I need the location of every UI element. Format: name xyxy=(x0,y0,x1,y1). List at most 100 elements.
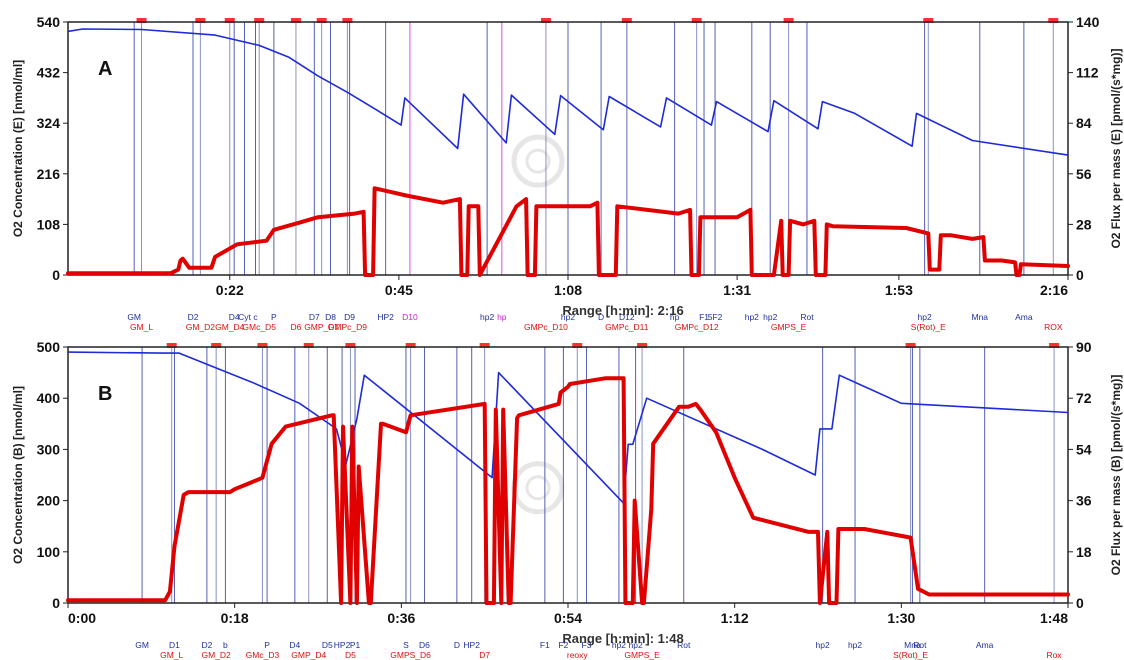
event-label: S xyxy=(403,640,409,650)
x-tick-label: 0:54 xyxy=(554,610,582,626)
plot-area xyxy=(68,347,1068,603)
event-label: D2 xyxy=(201,640,212,650)
event-label: P xyxy=(264,640,270,650)
event-marker-red xyxy=(136,18,147,23)
event-label: D7 xyxy=(479,650,490,660)
left-tick-label: 0 xyxy=(52,595,60,611)
event-marker-red xyxy=(316,18,327,23)
event-label: GM_L xyxy=(130,322,153,332)
event-marker-red xyxy=(691,18,702,23)
left-tick-label: 500 xyxy=(37,339,61,355)
event-label: GM xyxy=(127,312,141,322)
event-label: D5 xyxy=(322,640,333,650)
left-tick-label: 540 xyxy=(37,14,61,30)
left-tick-label: 200 xyxy=(37,493,61,509)
range-label: Range [h:min]: 2:16 xyxy=(562,303,683,318)
left-tick-label: 100 xyxy=(37,544,61,560)
event-label: F2 xyxy=(558,640,568,650)
x-tick-label: 1:53 xyxy=(885,282,913,298)
event-label: hp2 xyxy=(918,312,932,322)
event-marker-red xyxy=(1048,18,1059,23)
event-label: D4 xyxy=(229,312,240,322)
event-label: hp2 xyxy=(763,312,777,322)
event-marker-red xyxy=(1049,343,1060,348)
event-label: GM_D2 xyxy=(201,650,231,660)
panel-label: B xyxy=(98,383,112,405)
event-label: 5F2 xyxy=(708,312,723,322)
event-marker-red xyxy=(166,343,177,348)
event-label: D2 xyxy=(188,312,199,322)
event-marker-red xyxy=(621,18,632,23)
event-marker-red xyxy=(342,18,353,23)
event-label: P1 xyxy=(350,640,361,650)
left-tick-label: 108 xyxy=(37,216,61,232)
left-tick-label: 432 xyxy=(37,65,61,81)
x-tick-label: 0:00 xyxy=(68,610,96,626)
right-tick-label: 84 xyxy=(1076,115,1092,131)
left-tick-label: 300 xyxy=(37,441,61,457)
right-tick-label: 54 xyxy=(1076,441,1092,457)
event-label: hp xyxy=(670,312,680,322)
event-marker-red xyxy=(345,343,356,348)
event-label: b xyxy=(223,640,228,650)
event-label: hp2 xyxy=(816,640,830,650)
event-label: GMPc_D10 xyxy=(524,322,568,332)
left-tick-label: 216 xyxy=(37,166,61,182)
event-label: GM_D2 xyxy=(186,322,216,332)
event-label: GMPS_E xyxy=(624,650,660,660)
event-label: F3 xyxy=(582,640,592,650)
event-label: GMc_D5 xyxy=(242,322,276,332)
event-label: GMP_D7 xyxy=(304,322,339,332)
event-label: Ama xyxy=(1015,312,1033,322)
event-marker-red xyxy=(479,343,490,348)
event-label: D1 xyxy=(169,640,180,650)
event-label: D xyxy=(454,640,460,650)
event-marker-red xyxy=(572,343,583,348)
event-label: D8 xyxy=(325,312,336,322)
event-marker-red xyxy=(290,18,301,23)
event-label: HP2 xyxy=(463,640,480,650)
x-tick-label: 1:31 xyxy=(723,282,751,298)
event-label: D7 xyxy=(309,312,320,322)
x-tick-label: 1:12 xyxy=(721,610,749,626)
x-tick-label: 1:48 xyxy=(1040,610,1068,626)
event-marker-red xyxy=(783,18,794,23)
event-label: F1 xyxy=(699,312,709,322)
event-label: GMPc_D12 xyxy=(675,322,719,332)
event-label: D5 xyxy=(345,650,356,660)
event-label: Rot xyxy=(800,312,814,322)
event-label: ROX xyxy=(1044,322,1063,332)
y-axis-label-left: O2 Concentration (B) [nmol/ml] xyxy=(11,386,25,564)
event-marker-red xyxy=(905,343,916,348)
event-marker-red xyxy=(224,18,235,23)
event-label: GMPc_D11 xyxy=(605,322,649,332)
event-marker-red xyxy=(195,18,206,23)
series-o2-flux xyxy=(66,186,1070,277)
event-label: hp xyxy=(497,312,507,322)
left-tick-label: 0 xyxy=(52,267,60,283)
event-label: GMPS_E xyxy=(771,322,807,332)
panel-label: A xyxy=(98,58,112,80)
event-label: GMPc_D9 xyxy=(328,322,367,332)
x-tick-label: 0:36 xyxy=(387,610,415,626)
event-marker-red xyxy=(405,343,416,348)
event-label: Cyt xyxy=(238,312,251,322)
event-label: hp2 xyxy=(848,640,862,650)
event-label: D4 xyxy=(289,640,300,650)
event-label: S(Rot)_E xyxy=(911,322,946,332)
series-o2-flux xyxy=(66,376,1070,605)
event-label: reoxy xyxy=(567,650,589,660)
y-axis-label-left: O2 Concentration (E) [nmol/ml] xyxy=(11,60,25,237)
x-tick-label: 1:30 xyxy=(887,610,915,626)
x-tick-label: 1:08 xyxy=(554,282,582,298)
event-marker-red xyxy=(923,18,934,23)
event-label: D12 xyxy=(619,312,635,322)
event-label: GM_D4 xyxy=(215,322,245,332)
event-label: S(Rot)_E xyxy=(893,650,928,660)
event-label: D6 xyxy=(291,322,302,332)
event-label: D9 xyxy=(344,312,355,322)
right-tick-label: 72 xyxy=(1076,390,1092,406)
event-marker-red xyxy=(257,343,268,348)
left-tick-label: 324 xyxy=(37,115,61,131)
